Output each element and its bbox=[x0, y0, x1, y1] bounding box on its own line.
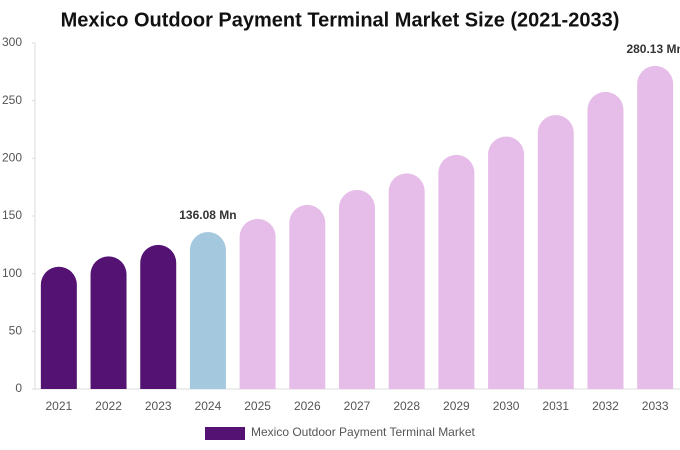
bar bbox=[488, 136, 525, 389]
x-tick-label: 2027 bbox=[344, 399, 371, 413]
y-tick-label: 150 bbox=[2, 208, 22, 222]
y-tick-label: 300 bbox=[2, 35, 22, 49]
value-label: 280.13 Mn bbox=[626, 42, 680, 56]
x-tick-label: 2033 bbox=[642, 399, 669, 413]
x-tick-label: 2025 bbox=[244, 399, 271, 413]
bar bbox=[289, 204, 326, 389]
x-tick-label: 2032 bbox=[592, 399, 619, 413]
bar bbox=[637, 65, 674, 389]
bar bbox=[40, 266, 77, 389]
bar bbox=[537, 114, 574, 389]
y-tick-label: 250 bbox=[2, 93, 22, 107]
bar bbox=[388, 173, 425, 389]
value-label: 136.08 Mn bbox=[179, 208, 236, 222]
y-tick-label: 200 bbox=[2, 151, 22, 165]
y-tick-label: 0 bbox=[15, 381, 22, 395]
x-tick-label: 2030 bbox=[493, 399, 520, 413]
chart-title: Mexico Outdoor Payment Terminal Market S… bbox=[61, 9, 620, 31]
x-tick-label: 2024 bbox=[195, 399, 222, 413]
bar bbox=[339, 189, 375, 389]
y-tick-label: 50 bbox=[9, 324, 23, 338]
legend-label: Mexico Outdoor Payment Terminal Market bbox=[251, 425, 476, 439]
bar bbox=[239, 218, 276, 389]
bar bbox=[438, 154, 475, 389]
x-tick-label: 2022 bbox=[95, 399, 122, 413]
bar bbox=[189, 232, 226, 389]
y-tick-label: 100 bbox=[2, 266, 22, 280]
x-tick-label: 2029 bbox=[443, 399, 470, 413]
bar bbox=[90, 256, 127, 389]
x-tick-label: 2028 bbox=[393, 399, 420, 413]
bar bbox=[140, 244, 177, 389]
bar bbox=[587, 91, 624, 389]
x-tick-label: 2023 bbox=[145, 399, 172, 413]
x-tick-label: 2026 bbox=[294, 399, 321, 413]
legend-swatch bbox=[205, 427, 245, 440]
x-tick-label: 2031 bbox=[542, 399, 569, 413]
x-tick-label: 2021 bbox=[45, 399, 72, 413]
